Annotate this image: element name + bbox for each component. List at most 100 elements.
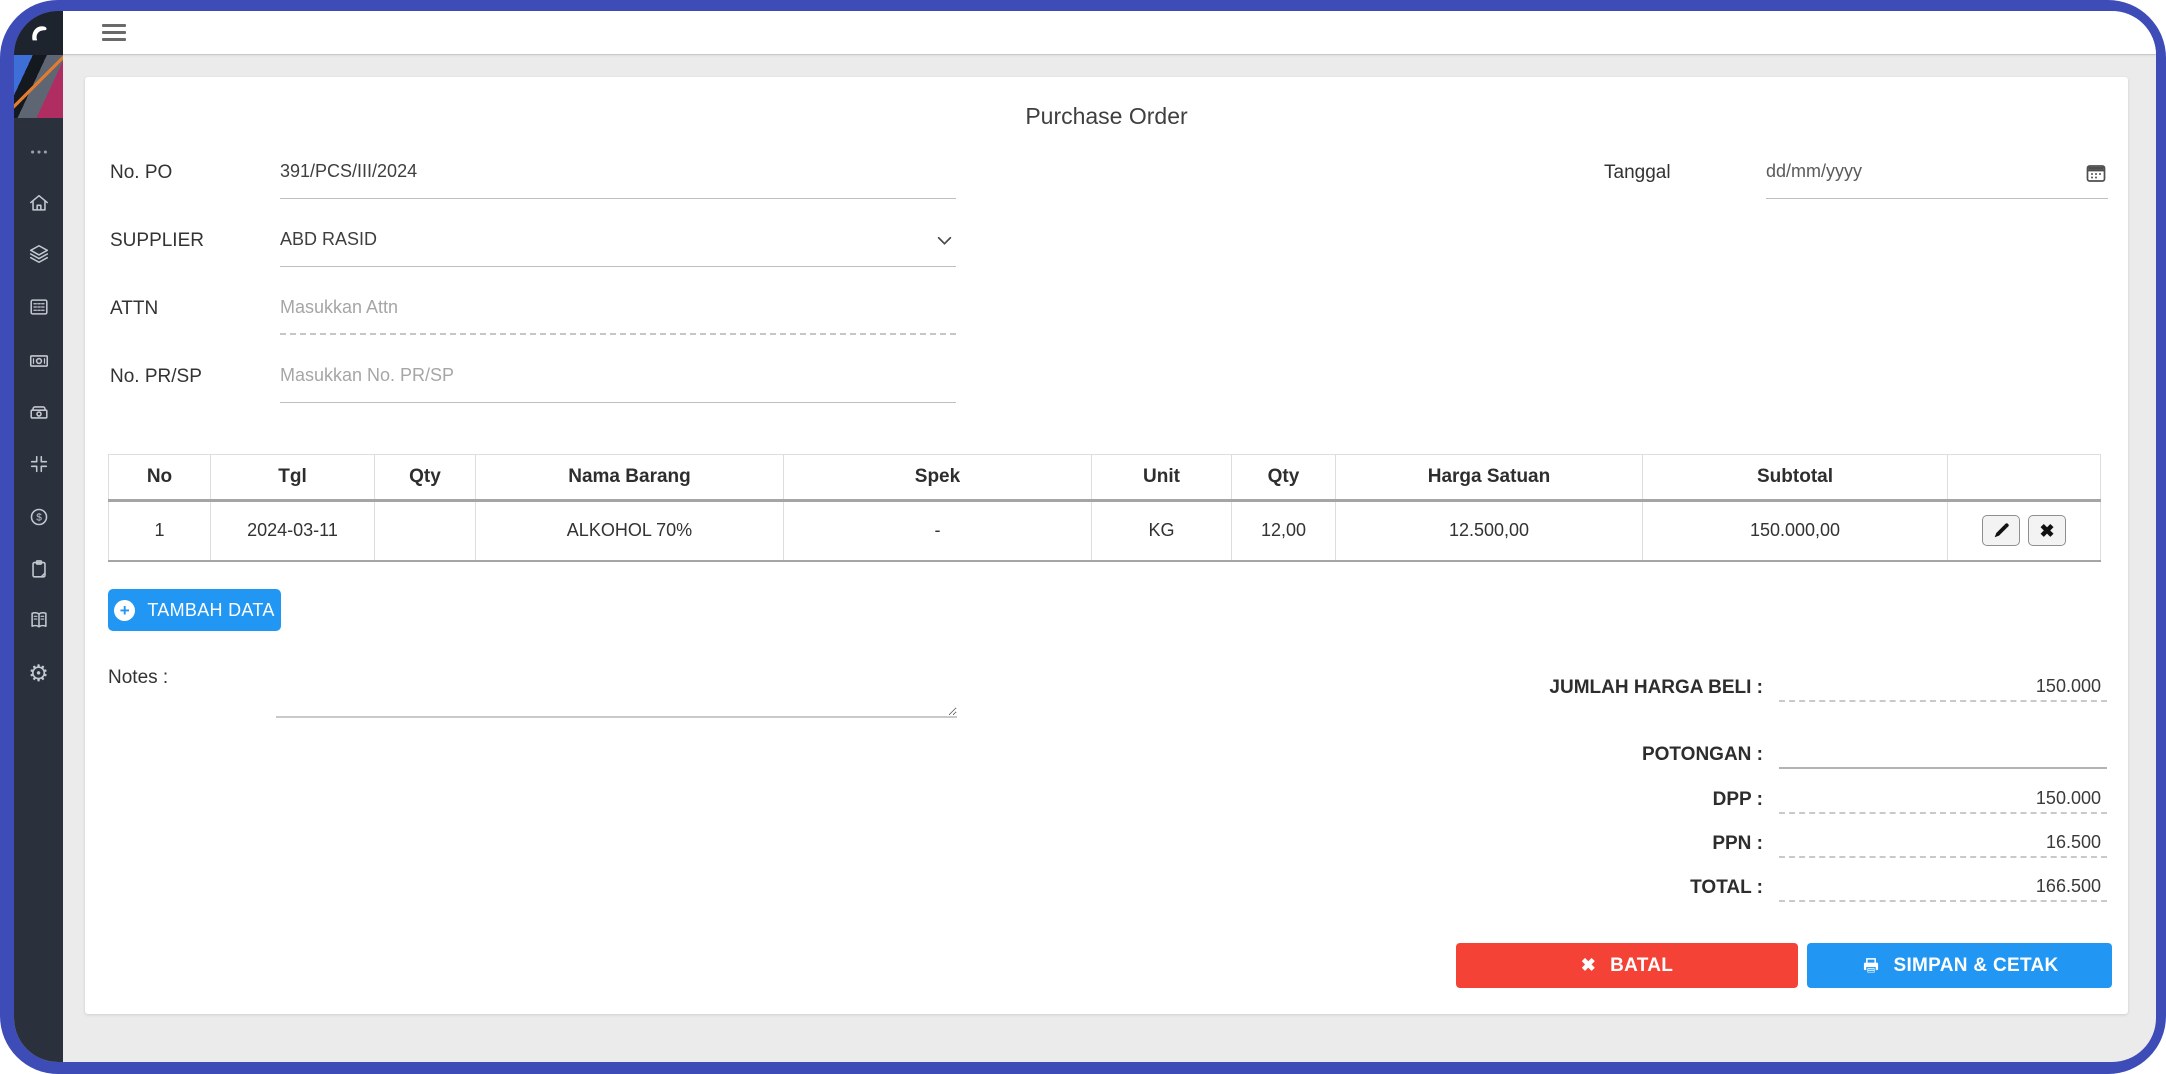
supplier-selected-value: ABD RASID [280,229,378,249]
cell-subtotal: 150.000,00 [1642,500,1948,562]
sidebar-item-ledger[interactable] [14,609,63,631]
batal-label: BATAL [1610,954,1674,976]
more-menu-icon [30,150,47,154]
layers-icon [29,244,48,264]
supplier-label: SUPPLIER [110,230,204,251]
sidebar-item-layers[interactable] [14,243,63,265]
chevron-down-icon [937,236,952,245]
close-icon: ✖ [2039,520,2055,541]
sidebar-user-image [14,55,63,118]
sidebar-item-dollar-coin[interactable]: $ [14,506,63,528]
col-nama-barang: Nama Barang [475,454,784,502]
tanggal-input[interactable] [1766,159,2108,182]
tambah-data-label: TAMBAH DATA [147,599,275,620]
sidebar-item-clipboard[interactable] [14,558,63,580]
supplier-select[interactable]: ABD RASID [280,227,956,267]
potongan-label: POTONGAN : [1641,744,1763,765]
col-spek: Spek [783,454,1092,502]
sidebar-item-compress[interactable] [14,453,63,475]
notes-label: Notes : [108,667,169,688]
cell-harga-satuan: 12.500,00 [1335,500,1643,562]
hamburger-menu-icon[interactable] [102,24,126,41]
total-label: TOTAL : [1690,877,1763,898]
plus-circle-icon: + [114,599,136,621]
ledger-book-icon [30,612,47,628]
printer-icon [1863,957,1878,974]
total-row-jumlah: JUMLAH HARGA BELI : 150.000 [1117,676,2107,702]
col-subtotal: Subtotal [1642,454,1948,502]
col-tgl: Tgl [210,454,375,502]
sidebar-item-form[interactable] [14,296,63,318]
simpan-cetak-button[interactable]: SIMPAN & CETAK [1807,943,2112,988]
svg-text:$: $ [36,512,42,523]
cell-nama-barang: ALKOHOL 70% [475,500,784,562]
ppn-label: PPN : [1712,833,1763,854]
page-title: Purchase Order [1025,103,1188,129]
field-supplier: SUPPLIER ABD RASID [110,227,956,267]
calendar-icon[interactable] [2084,161,2108,190]
app-screen: $ ⚙ [14,11,2156,1062]
sidebar-item-banknote[interactable] [14,350,63,372]
cash-stack-icon [29,406,48,419]
cancel-x-icon: ✖ [1580,955,1597,975]
brand-logo-icon [31,26,47,41]
cell-actions: ✖ [1947,500,2101,562]
clipboard-icon [31,560,46,578]
tanggal-wrap [1766,159,2108,199]
attn-wrap [280,295,956,335]
dpp-label: DPP : [1712,789,1763,810]
form-list-icon [29,299,48,315]
col-actions [1947,454,2101,502]
content-area: Purchase Order No. PO SUPPLIER ABD RASID [63,55,2156,1062]
home-icon [29,194,48,211]
field-no-pr-sp: No. PR/SP [110,363,956,403]
col-qty2: Qty [1231,454,1336,502]
main-area: Purchase Order No. PO SUPPLIER ABD RASID [63,11,2156,1062]
notes-textarea[interactable] [276,655,957,718]
edit-row-button[interactable] [1982,515,2020,547]
cell-qty [374,500,476,562]
sidebar-logo[interactable] [14,11,63,55]
cell-qty2: 12,00 [1231,500,1336,562]
sidebar-nav: $ ⚙ [14,118,63,1062]
tanggal-label: Tanggal [1604,162,1671,183]
col-qty: Qty [374,454,476,502]
table-row: 1 2024-03-11 ALKOHOL 70% - KG 12,00 12.5… [108,500,2101,562]
sidebar-item-cash-stack[interactable] [14,401,63,423]
total-row-total: TOTAL : 166.500 [1117,876,2107,902]
attn-input[interactable] [280,295,956,318]
delete-row-button[interactable]: ✖ [2028,515,2066,547]
jumlah-harga-beli-label: JUMLAH HARGA BELI : [1549,677,1763,698]
tambah-data-button[interactable]: + TAMBAH DATA [108,589,281,631]
no-po-label: No. PO [110,162,173,183]
simpan-cetak-label: SIMPAN & CETAK [1893,954,2059,976]
col-no: No [108,454,211,502]
purchase-order-card: Purchase Order No. PO SUPPLIER ABD RASID [85,77,2128,1014]
banknote-icon [29,355,48,367]
no-pr-sp-label: No. PR/SP [110,366,202,387]
no-pr-sp-input[interactable] [280,363,956,386]
sidebar-item-more[interactable] [14,141,63,163]
total-row-dpp: DPP : 150.000 [1117,788,2107,814]
total-row-ppn: PPN : 16.500 [1117,832,2107,858]
batal-button[interactable]: ✖ BATAL [1456,943,1798,988]
field-tanggal: Tanggal [1604,159,2108,199]
dpp-value: 150.000 [1779,788,2107,814]
cell-spek: - [783,500,1092,562]
no-po-wrap [280,159,956,199]
potongan-wrap [1779,743,2107,769]
sidebar-item-settings[interactable]: ⚙ [14,662,63,685]
potongan-input[interactable] [1779,743,2101,767]
ppn-value: 16.500 [1779,832,2107,858]
total-row-potongan: POTONGAN : [1117,743,2107,769]
pencil-icon [1994,522,2009,538]
sidebar-item-home[interactable] [14,192,63,214]
field-attn: ATTN [110,295,956,335]
topbar [63,11,2156,55]
attn-label: ATTN [110,298,159,319]
dollar-coin-icon: $ [30,508,47,526]
jumlah-harga-beli-value: 150.000 [1779,676,2107,702]
table-header-row: No Tgl Qty Nama Barang Spek Unit Qty Har… [108,454,2101,502]
col-unit: Unit [1091,454,1232,502]
no-po-input[interactable] [280,159,956,182]
